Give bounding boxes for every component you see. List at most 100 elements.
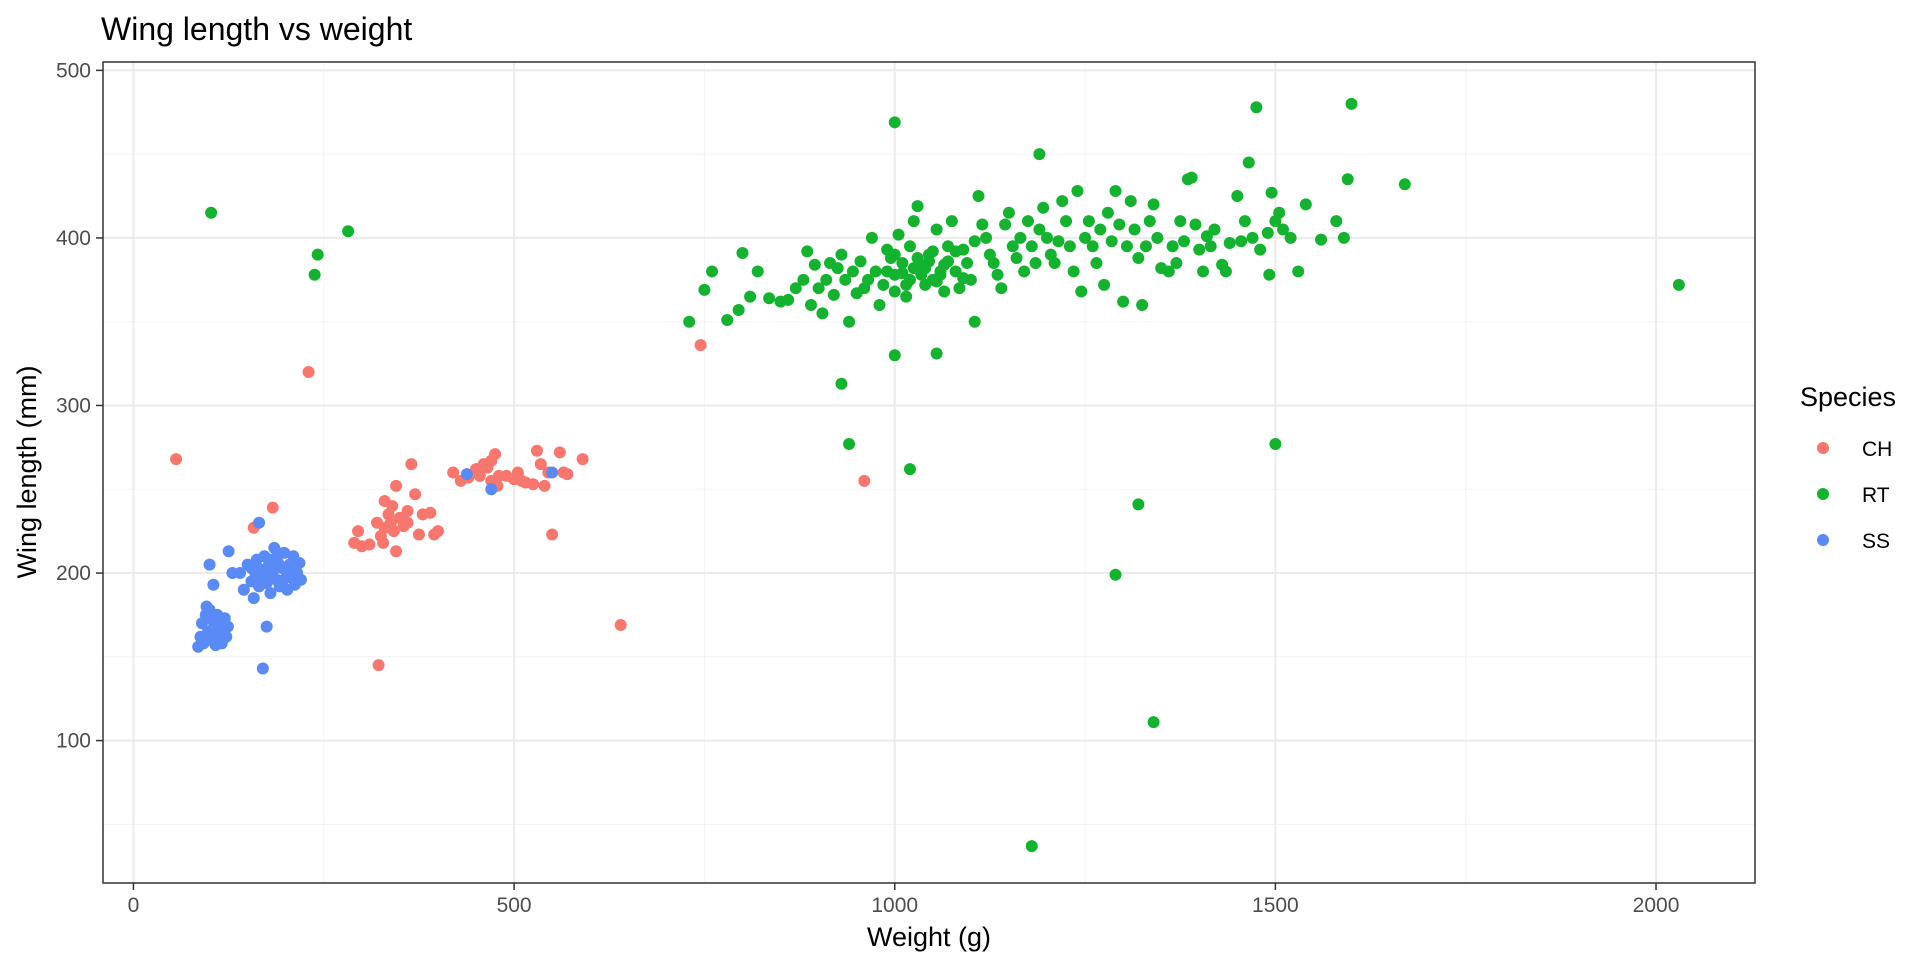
data-point-rt bbox=[1284, 231, 1297, 244]
legend-items: CH RT SS bbox=[1817, 438, 1892, 553]
data-point-rt bbox=[843, 315, 856, 328]
data-point-rt bbox=[1067, 265, 1080, 278]
data-point-ch bbox=[352, 525, 365, 538]
data-point-rt bbox=[744, 290, 757, 303]
data-point-ch bbox=[576, 453, 589, 466]
data-point-rt bbox=[1242, 156, 1255, 169]
data-point-rt bbox=[1094, 223, 1107, 236]
data-point-rt bbox=[835, 248, 848, 261]
data-point-rt bbox=[782, 293, 795, 306]
x-tick-label: 0 bbox=[128, 894, 140, 917]
data-point-rt bbox=[1277, 223, 1289, 236]
y-tick-label: 500 bbox=[56, 59, 91, 82]
data-point-rt bbox=[1025, 240, 1038, 253]
data-point-rt bbox=[1086, 240, 1099, 253]
data-points bbox=[170, 97, 1685, 853]
data-point-ch bbox=[694, 339, 707, 352]
data-point-ch bbox=[378, 494, 391, 507]
data-point-rt bbox=[205, 206, 218, 219]
data-point-ss bbox=[275, 578, 288, 591]
data-point-rt bbox=[1082, 215, 1095, 228]
data-point-rt bbox=[1231, 190, 1244, 203]
axis-ticks: 0 500 1000 1500 2000 100 200 300 400 500 bbox=[56, 59, 1679, 917]
data-point-rt bbox=[1098, 278, 1111, 291]
data-point-rt bbox=[1002, 206, 1015, 219]
data-point-ch bbox=[405, 458, 418, 471]
data-point-rt bbox=[926, 245, 939, 258]
data-point-ss bbox=[283, 565, 296, 578]
data-point-rt bbox=[1246, 231, 1259, 244]
data-point-ss bbox=[253, 572, 266, 585]
data-point-rt bbox=[1345, 97, 1358, 110]
data-point-rt bbox=[846, 265, 859, 278]
data-point-ss bbox=[234, 567, 247, 580]
legend: Species CH RT SS bbox=[1800, 382, 1896, 553]
legend-label-ss: SS bbox=[1862, 530, 1890, 553]
chart-title: Wing length vs weight bbox=[101, 11, 412, 47]
data-point-rt bbox=[911, 252, 924, 265]
data-point-rt bbox=[1223, 236, 1236, 249]
x-axis-title: Weight (g) bbox=[867, 922, 991, 952]
data-point-rt bbox=[1147, 198, 1160, 211]
data-point-ch bbox=[553, 446, 566, 459]
data-point-rt bbox=[1250, 101, 1263, 114]
data-point-rt bbox=[957, 272, 970, 285]
plot-panel bbox=[102, 61, 1756, 884]
data-point-rt bbox=[888, 349, 901, 362]
data-point-rt bbox=[1025, 840, 1038, 853]
data-point-ch bbox=[538, 479, 551, 492]
legend-label-rt: RT bbox=[1862, 484, 1890, 507]
data-point-ch bbox=[372, 659, 385, 672]
data-point-rt bbox=[999, 218, 1012, 231]
data-point-rt bbox=[835, 377, 848, 390]
data-point-rt bbox=[1208, 223, 1221, 236]
data-point-rt bbox=[1263, 268, 1276, 281]
legend-title: Species bbox=[1800, 382, 1896, 412]
data-point-ss bbox=[207, 578, 220, 591]
data-point-rt bbox=[1060, 215, 1073, 228]
data-point-ss bbox=[253, 516, 266, 529]
data-point-rt bbox=[1139, 240, 1152, 253]
data-point-ch bbox=[387, 525, 400, 538]
data-point-rt bbox=[812, 282, 825, 295]
data-point-rt bbox=[1299, 198, 1312, 211]
data-point-rt bbox=[1337, 231, 1350, 244]
data-point-rt bbox=[1113, 218, 1126, 231]
data-point-ss bbox=[203, 558, 216, 571]
data-point-rt bbox=[1105, 235, 1118, 248]
x-tick-label: 500 bbox=[497, 894, 532, 917]
data-point-ch bbox=[170, 453, 183, 466]
data-point-ch bbox=[561, 468, 574, 481]
data-point-rt bbox=[683, 315, 696, 328]
data-point-rt bbox=[865, 231, 878, 244]
data-point-ss bbox=[200, 600, 213, 613]
data-point-rt bbox=[1147, 716, 1160, 729]
data-point-rt bbox=[808, 258, 821, 271]
data-point-ch bbox=[546, 528, 559, 541]
data-point-rt bbox=[1021, 215, 1034, 228]
data-point-rt bbox=[1174, 215, 1187, 228]
data-point-rt bbox=[1254, 243, 1267, 256]
data-point-rt bbox=[1052, 235, 1065, 248]
data-point-rt bbox=[1170, 257, 1183, 270]
data-point-ch bbox=[401, 516, 414, 529]
data-point-rt bbox=[1071, 185, 1084, 198]
data-point-rt bbox=[1143, 215, 1156, 228]
data-point-ch bbox=[447, 466, 460, 479]
data-point-rt bbox=[1166, 240, 1179, 253]
data-point-rt bbox=[881, 265, 894, 278]
data-point-ch bbox=[492, 469, 505, 482]
data-point-rt bbox=[915, 268, 928, 281]
data-point-ch bbox=[390, 479, 403, 492]
data-point-ch bbox=[431, 525, 444, 538]
data-point-rt bbox=[1265, 186, 1278, 199]
data-point-rt bbox=[1189, 218, 1202, 231]
data-point-rt bbox=[1398, 178, 1411, 191]
data-point-rt bbox=[1117, 295, 1130, 308]
data-point-rt bbox=[953, 282, 966, 295]
data-point-rt bbox=[877, 278, 890, 291]
data-point-rt bbox=[1330, 215, 1343, 228]
data-point-rt bbox=[751, 265, 764, 278]
data-point-rt bbox=[1672, 278, 1685, 291]
